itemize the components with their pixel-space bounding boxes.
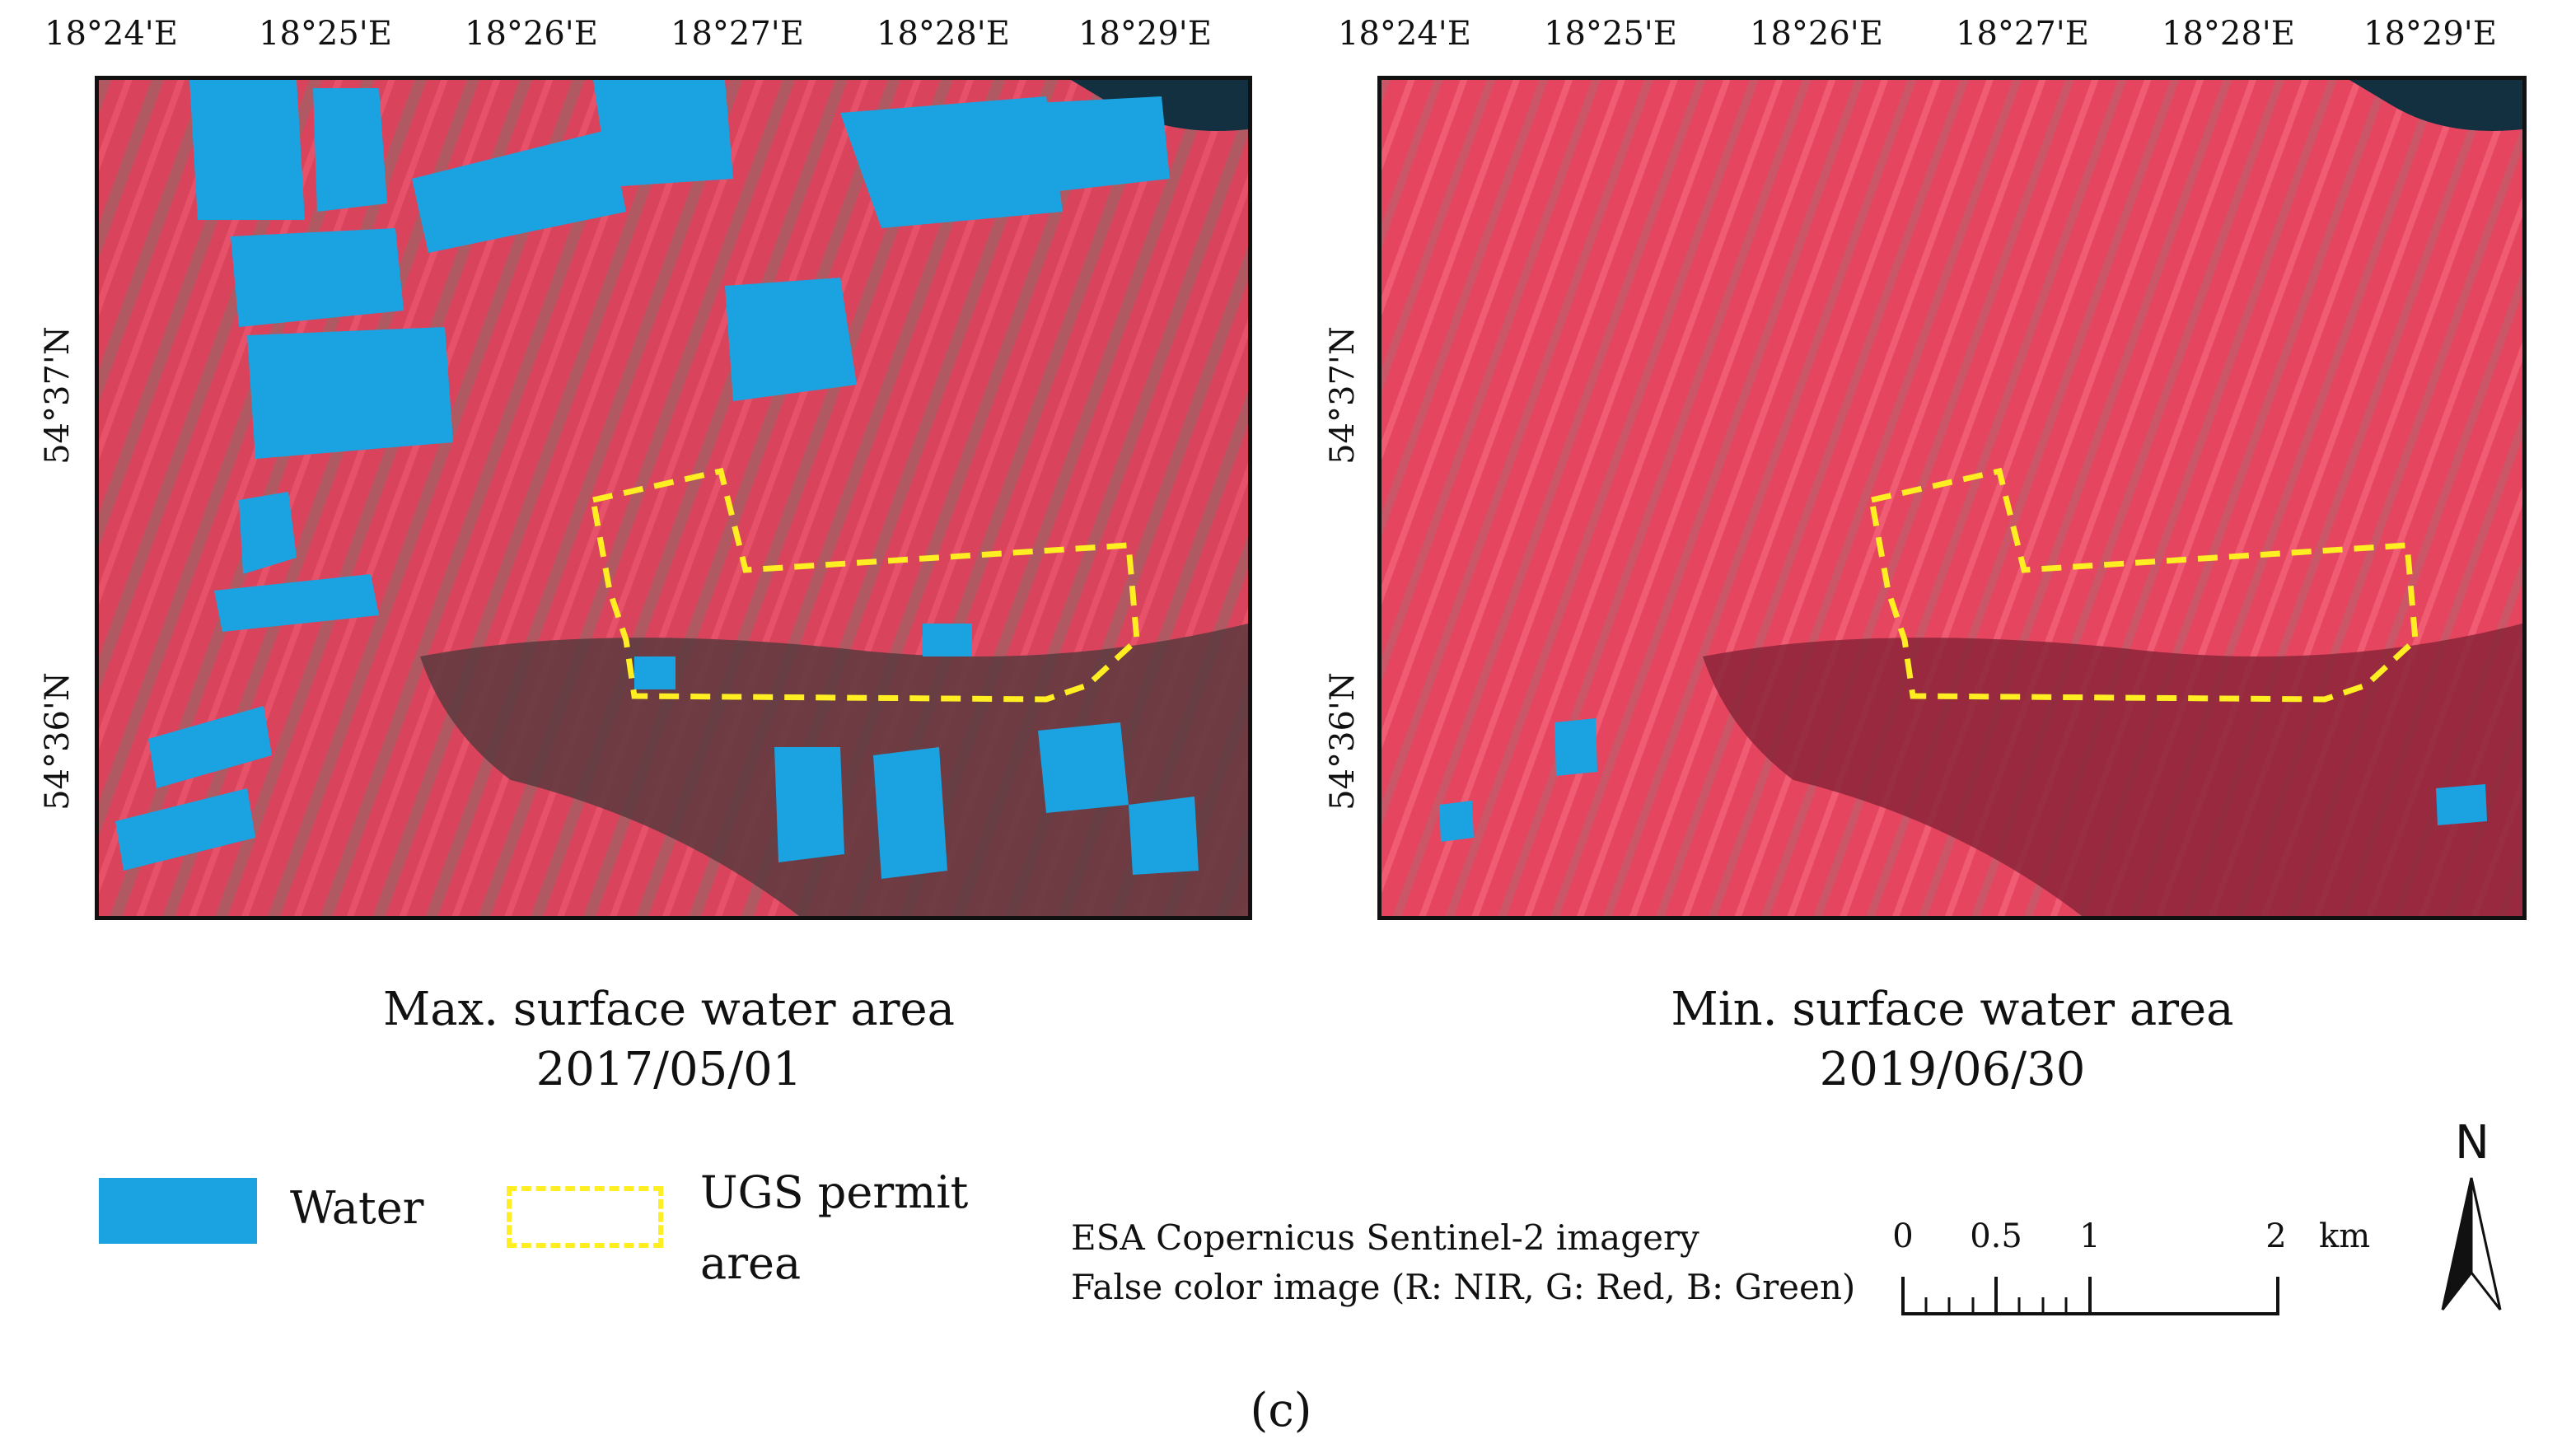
lon-tick-label: 18°28'E: [2162, 15, 2295, 53]
scale-label: 0: [1892, 1217, 1914, 1255]
caption-date: 2019/06/30: [1819, 1042, 2086, 1096]
sea-area: [2349, 80, 2522, 131]
legend-water-label: Water: [290, 1182, 424, 1234]
lon-tick-label: 18°24'E: [44, 15, 178, 53]
lon-tick-label: 18°25'E: [259, 15, 392, 53]
source-line2: False color image (R: NIR, G: Red, B: Gr…: [1071, 1267, 1856, 1307]
legend-water-swatch: [99, 1178, 257, 1244]
lon-tick-label: 18°27'E: [671, 15, 804, 53]
legend-permit-line2: area: [700, 1237, 802, 1290]
scale-unit: km: [2319, 1217, 2371, 1255]
scale-label: 0.5: [1970, 1217, 2022, 1255]
legend-permit-swatch: [507, 1186, 663, 1248]
scale-label: 1: [2079, 1217, 2101, 1255]
map-caption: Max. surface water area 2017/05/01: [383, 980, 955, 1100]
lat-tick-label: 54°36'N: [39, 672, 77, 811]
lat-tick-label: 54°36'N: [1324, 672, 1362, 811]
lon-tick-label: 18°29'E: [2363, 15, 2497, 53]
max-water-map: [95, 76, 1252, 920]
water-polygons: [115, 80, 1199, 879]
north-label: N: [2455, 1116, 2490, 1170]
lon-tick-label: 18°27'E: [1956, 15, 2089, 53]
scale-bar-line: [1901, 1277, 2279, 1315]
caption-date: 2017/05/01: [535, 1042, 802, 1096]
caption-title: Max. surface water area: [382, 983, 956, 1036]
lon-tick-label: 18°24'E: [1338, 15, 1471, 53]
lon-tick-label: 18°25'E: [1544, 15, 1677, 53]
map-caption: Min. surface water area 2019/06/30: [1671, 980, 2233, 1100]
lon-tick-label: 18°29'E: [1078, 15, 1212, 53]
scale-label: 2: [2265, 1217, 2287, 1255]
lat-tick-label: 54°37'N: [1324, 326, 1362, 465]
north-arrow-icon: [2441, 1177, 2502, 1311]
lon-tick-label: 18°26'E: [465, 15, 598, 53]
legend-permit-label: UGS permit area: [700, 1157, 968, 1300]
water-polygons: [1439, 718, 2487, 842]
lat-tick-label: 54°37'N: [39, 326, 77, 465]
source-line1: ESA Copernicus Sentinel-2 imagery: [1071, 1217, 1699, 1258]
ugs-permit-boundary: [589, 467, 1140, 703]
min-water-map: [1377, 76, 2527, 920]
lon-tick-label: 18°28'E: [877, 15, 1010, 53]
legend-permit-line1: UGS permit: [700, 1166, 969, 1218]
ugs-permit-boundary: [1868, 467, 2419, 703]
lon-tick-label: 18°26'E: [1750, 15, 1883, 53]
caption-title: Min. surface water area: [1671, 983, 2234, 1036]
panel-label: (c): [1250, 1384, 1312, 1437]
